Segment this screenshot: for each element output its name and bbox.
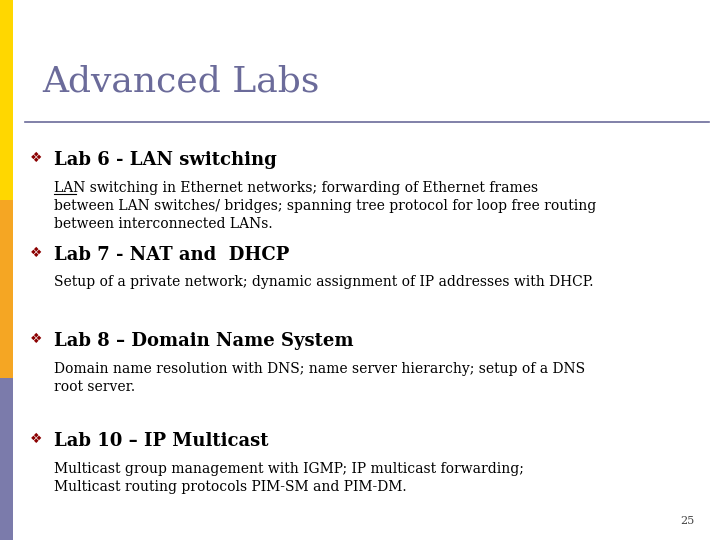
Text: Advanced Labs: Advanced Labs [42, 65, 319, 99]
Text: Lab 6 - LAN switching: Lab 6 - LAN switching [54, 151, 276, 169]
Text: ❖: ❖ [30, 332, 42, 346]
Text: Setup of a private network; dynamic assignment of IP addresses with DHCP.: Setup of a private network; dynamic assi… [54, 275, 593, 289]
Text: Lab 7 - NAT and  DHCP: Lab 7 - NAT and DHCP [54, 246, 289, 264]
Text: Lab 8 – Domain Name System: Lab 8 – Domain Name System [54, 332, 354, 350]
Text: ❖: ❖ [30, 246, 42, 260]
Bar [0, 0, 13, 200]
Text: LAN switching in Ethernet networks; forwarding of Ethernet frames
between LAN sw: LAN switching in Ethernet networks; forw… [54, 181, 596, 231]
Text: ❖: ❖ [30, 151, 42, 165]
Text: ❖: ❖ [30, 432, 42, 446]
Bar [0, 378, 13, 540]
Text: 25: 25 [680, 516, 695, 526]
Text: Domain name resolution with DNS; name server hierarchy; setup of a DNS
root serv: Domain name resolution with DNS; name se… [54, 362, 585, 394]
Text: Multicast group management with IGMP; IP multicast forwarding;
Multicast routing: Multicast group management with IGMP; IP… [54, 462, 524, 494]
Bar [0, 200, 13, 378]
Text: Lab 10 – IP Multicast: Lab 10 – IP Multicast [54, 432, 269, 450]
